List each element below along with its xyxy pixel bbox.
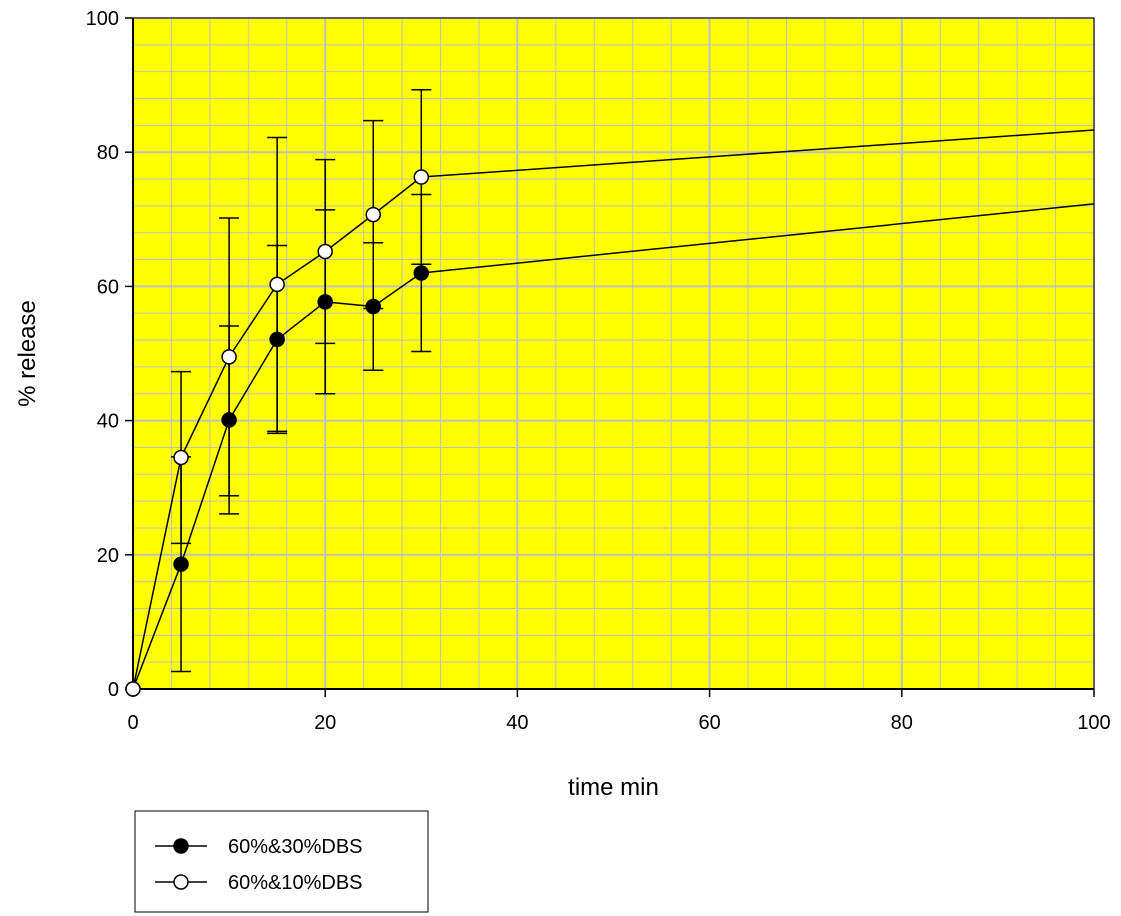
- plot-area: [133, 18, 1094, 689]
- x-axis-title: time min: [568, 774, 659, 801]
- series-segment: [228, 339, 278, 421]
- series-layer: [125, 89, 1095, 697]
- series-segment: [421, 129, 1095, 178]
- series-segment: [180, 356, 230, 458]
- series-segment: [324, 214, 374, 253]
- y-tick-label: 80: [97, 142, 119, 164]
- legend: 60%&30%DBS 60%&10%DBS: [134, 810, 429, 913]
- y-tick-labels: 0 20 40 60 80 100: [86, 8, 119, 701]
- y-tick-label: 60: [97, 276, 119, 298]
- legend-box: [134, 810, 429, 913]
- series-2: [125, 89, 1095, 697]
- legend-marker: [173, 874, 189, 890]
- series-segment: [421, 203, 1095, 274]
- series-segment: [276, 301, 326, 340]
- x-tick-label: 80: [891, 712, 913, 734]
- data-point: [173, 556, 189, 572]
- series-segment: [228, 283, 278, 358]
- x-tick-label: 40: [506, 712, 528, 734]
- series-segment: [325, 301, 374, 308]
- legend-entry: 60%&10%DBS: [155, 872, 363, 894]
- y-tick-label: 0: [108, 679, 119, 701]
- data-point: [173, 449, 189, 466]
- x-tick-label: 60: [698, 712, 720, 734]
- y-tick-label: 20: [97, 545, 119, 567]
- x-tick-labels: 0 20 40 60 80 100: [127, 712, 1110, 734]
- data-point: [125, 681, 141, 697]
- series-segment: [372, 272, 422, 308]
- series-line: [132, 129, 1095, 690]
- x-tick-label: 100: [1077, 712, 1110, 734]
- series-line: [132, 203, 1095, 690]
- y-tick-label: 100: [86, 8, 119, 30]
- series-segment: [132, 457, 182, 690]
- data-point: [317, 243, 333, 260]
- data-point: [413, 265, 430, 281]
- legend-entry: 60%&30%DBS: [155, 836, 363, 858]
- legend-items: 60%&30%DBS 60%&10%DBS: [155, 836, 363, 894]
- x-tick-label: 20: [314, 712, 336, 734]
- data-point: [221, 349, 237, 365]
- data-point: [365, 206, 381, 223]
- y-tick-label: 40: [97, 411, 119, 433]
- series-segment: [276, 250, 326, 286]
- data-point: [413, 169, 430, 185]
- legend-marker: [173, 838, 189, 854]
- legend-label: 60%&10%DBS: [228, 872, 363, 894]
- y-axis-title: % release: [14, 300, 41, 407]
- series-segment: [132, 563, 182, 690]
- x-tick-label: 0: [127, 712, 138, 734]
- data-point: [269, 276, 285, 293]
- series-segment: [180, 419, 230, 565]
- legend-label: 60%&30%DBS: [228, 836, 363, 858]
- series-segment: [372, 176, 422, 216]
